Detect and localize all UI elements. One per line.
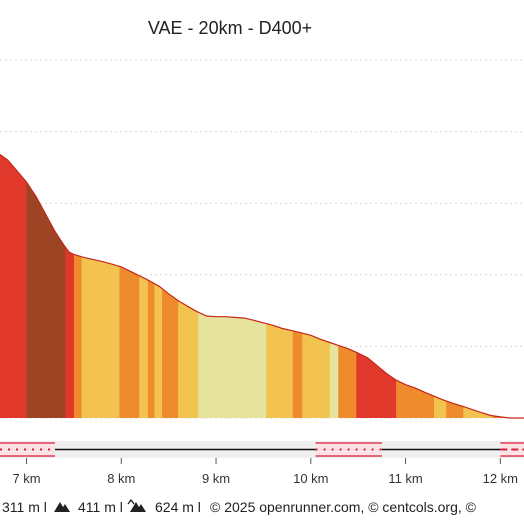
grade-band — [178, 154, 199, 418]
grade-band — [139, 154, 149, 418]
chart-title: VAE - 20km - D400+ — [148, 18, 312, 38]
grade-band — [463, 154, 494, 418]
x-tick-label: 8 km — [107, 471, 135, 486]
grade-bands — [0, 154, 524, 418]
x-tick-label: 10 km — [293, 471, 328, 486]
mountain-up-icon — [54, 502, 70, 512]
grade-band — [0, 154, 28, 418]
grade-band — [446, 154, 464, 418]
x-tick-label: 9 km — [202, 471, 230, 486]
credits: © 2025 openrunner.com, © centcols.org, © — [210, 499, 477, 515]
grade-band — [338, 154, 357, 418]
grade-band — [154, 154, 163, 418]
elevation-gain: 624 m l — [155, 499, 201, 515]
mountain-gain-icon — [127, 498, 146, 512]
elevation-line — [0, 154, 524, 419]
x-axis-ticks: 7 km 8 km 9 km 10 km 11 km 12 km — [12, 458, 518, 486]
grade-band — [492, 154, 516, 418]
grade-band — [119, 154, 140, 418]
grade-band — [65, 154, 75, 418]
grade-band — [302, 154, 331, 418]
grade-band — [162, 154, 179, 418]
grade-band — [266, 154, 294, 418]
grade-band — [396, 154, 435, 418]
grade-band — [433, 154, 447, 418]
grade-band — [147, 154, 155, 418]
x-tick-label: 12 km — [483, 471, 518, 486]
surface-strip — [0, 441, 524, 458]
stats-footer: 311 m l 411 m l 624 m l © 2025 openrunne… — [2, 498, 477, 515]
grade-band — [73, 154, 82, 418]
grade-band — [81, 154, 120, 418]
max-elevation: 411 m l — [78, 499, 123, 515]
surface-segment — [0, 442, 55, 457]
grade-band — [292, 154, 303, 418]
x-tick-label: 7 km — [12, 471, 40, 486]
x-tick-label: 11 km — [388, 471, 422, 486]
grade-band — [514, 154, 524, 418]
min-elevation: 311 m l — [2, 499, 47, 515]
grade-band — [356, 154, 397, 418]
grade-band — [198, 154, 267, 418]
grade-band — [329, 154, 339, 418]
